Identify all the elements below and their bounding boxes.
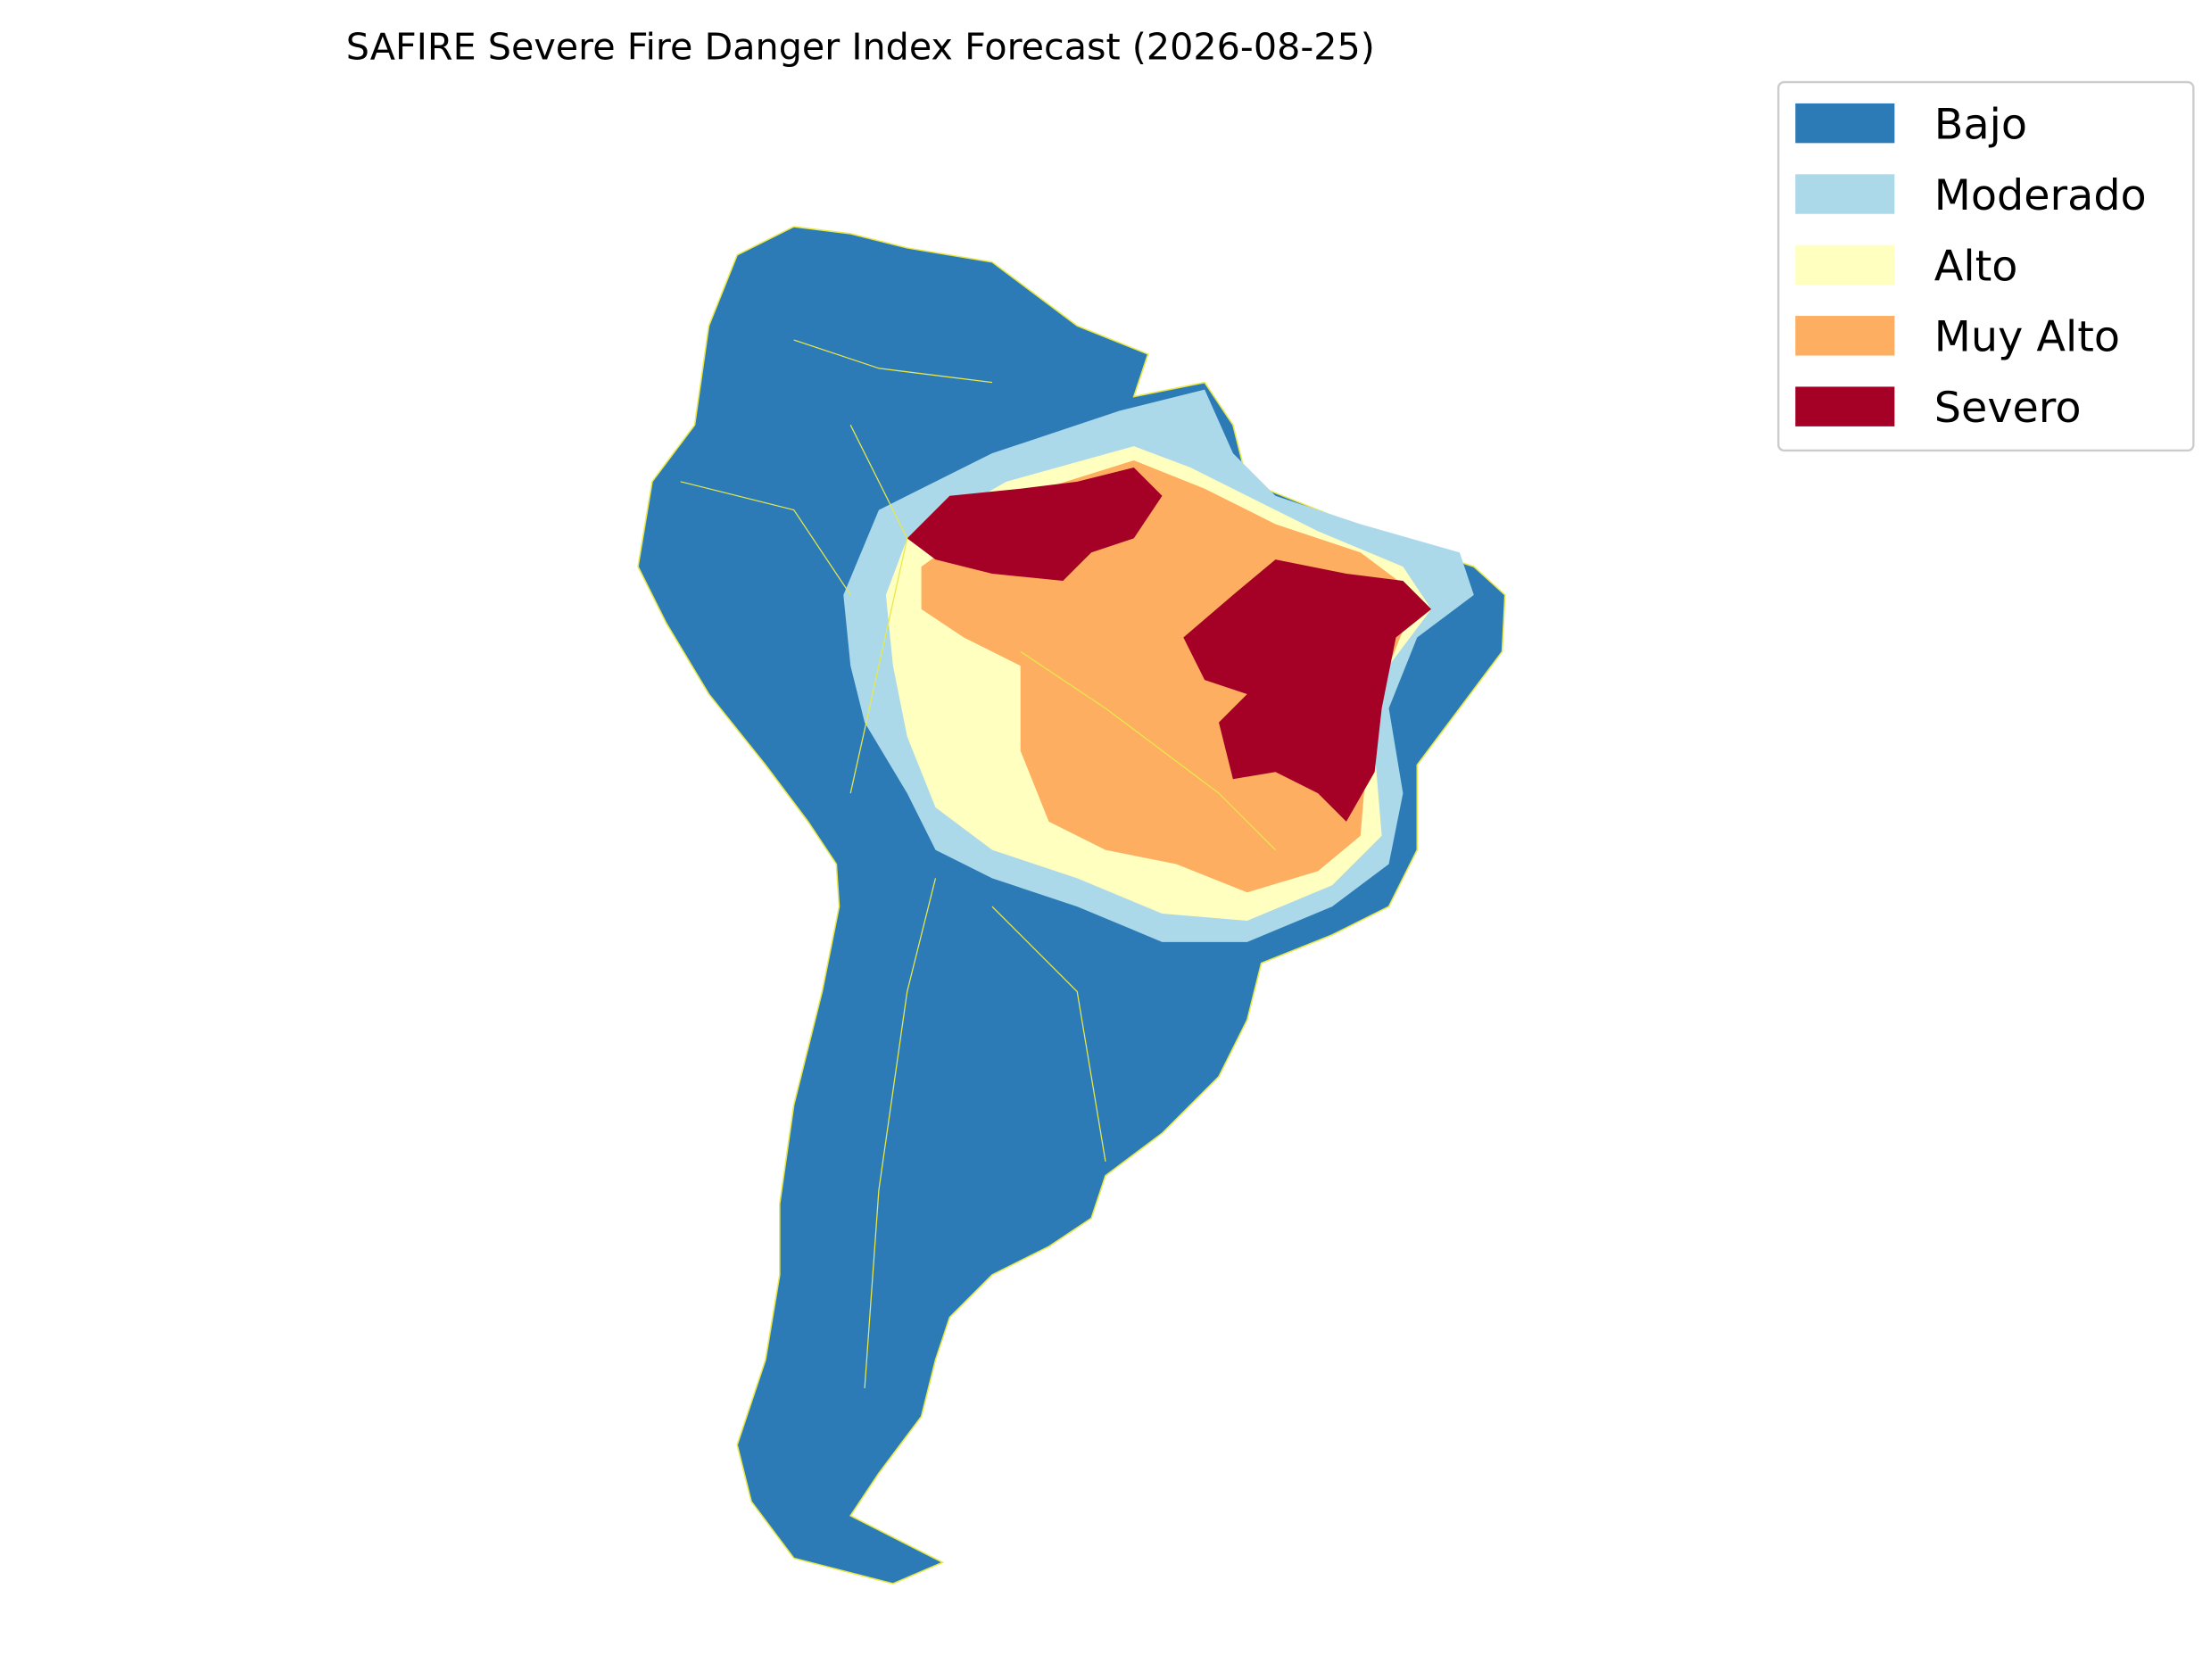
country-border — [680, 339, 1276, 1388]
map — [637, 226, 1506, 1585]
legend-swatch — [1795, 174, 1895, 214]
legend-label: Muy Alto — [1934, 313, 2120, 362]
region-severo-east — [1183, 559, 1432, 822]
legend-swatch — [1795, 316, 1895, 356]
legend-frame — [1776, 80, 2195, 452]
legend-label: Moderado — [1934, 171, 2147, 220]
legend: Bajo Moderado Alto Muy Alto Severo — [1776, 80, 2195, 452]
legend-swatch — [1795, 103, 1895, 144]
legend-label: Severo — [1934, 384, 2082, 433]
legend-label: Bajo — [1934, 101, 2027, 150]
region-severo-north — [907, 467, 1163, 581]
legend-label: Alto — [1934, 242, 2018, 291]
map-title: SAFIRE Severe Fire Danger Index Forecast… — [346, 26, 1375, 69]
legend-swatch — [1795, 386, 1895, 426]
legend-swatch — [1795, 244, 1895, 286]
